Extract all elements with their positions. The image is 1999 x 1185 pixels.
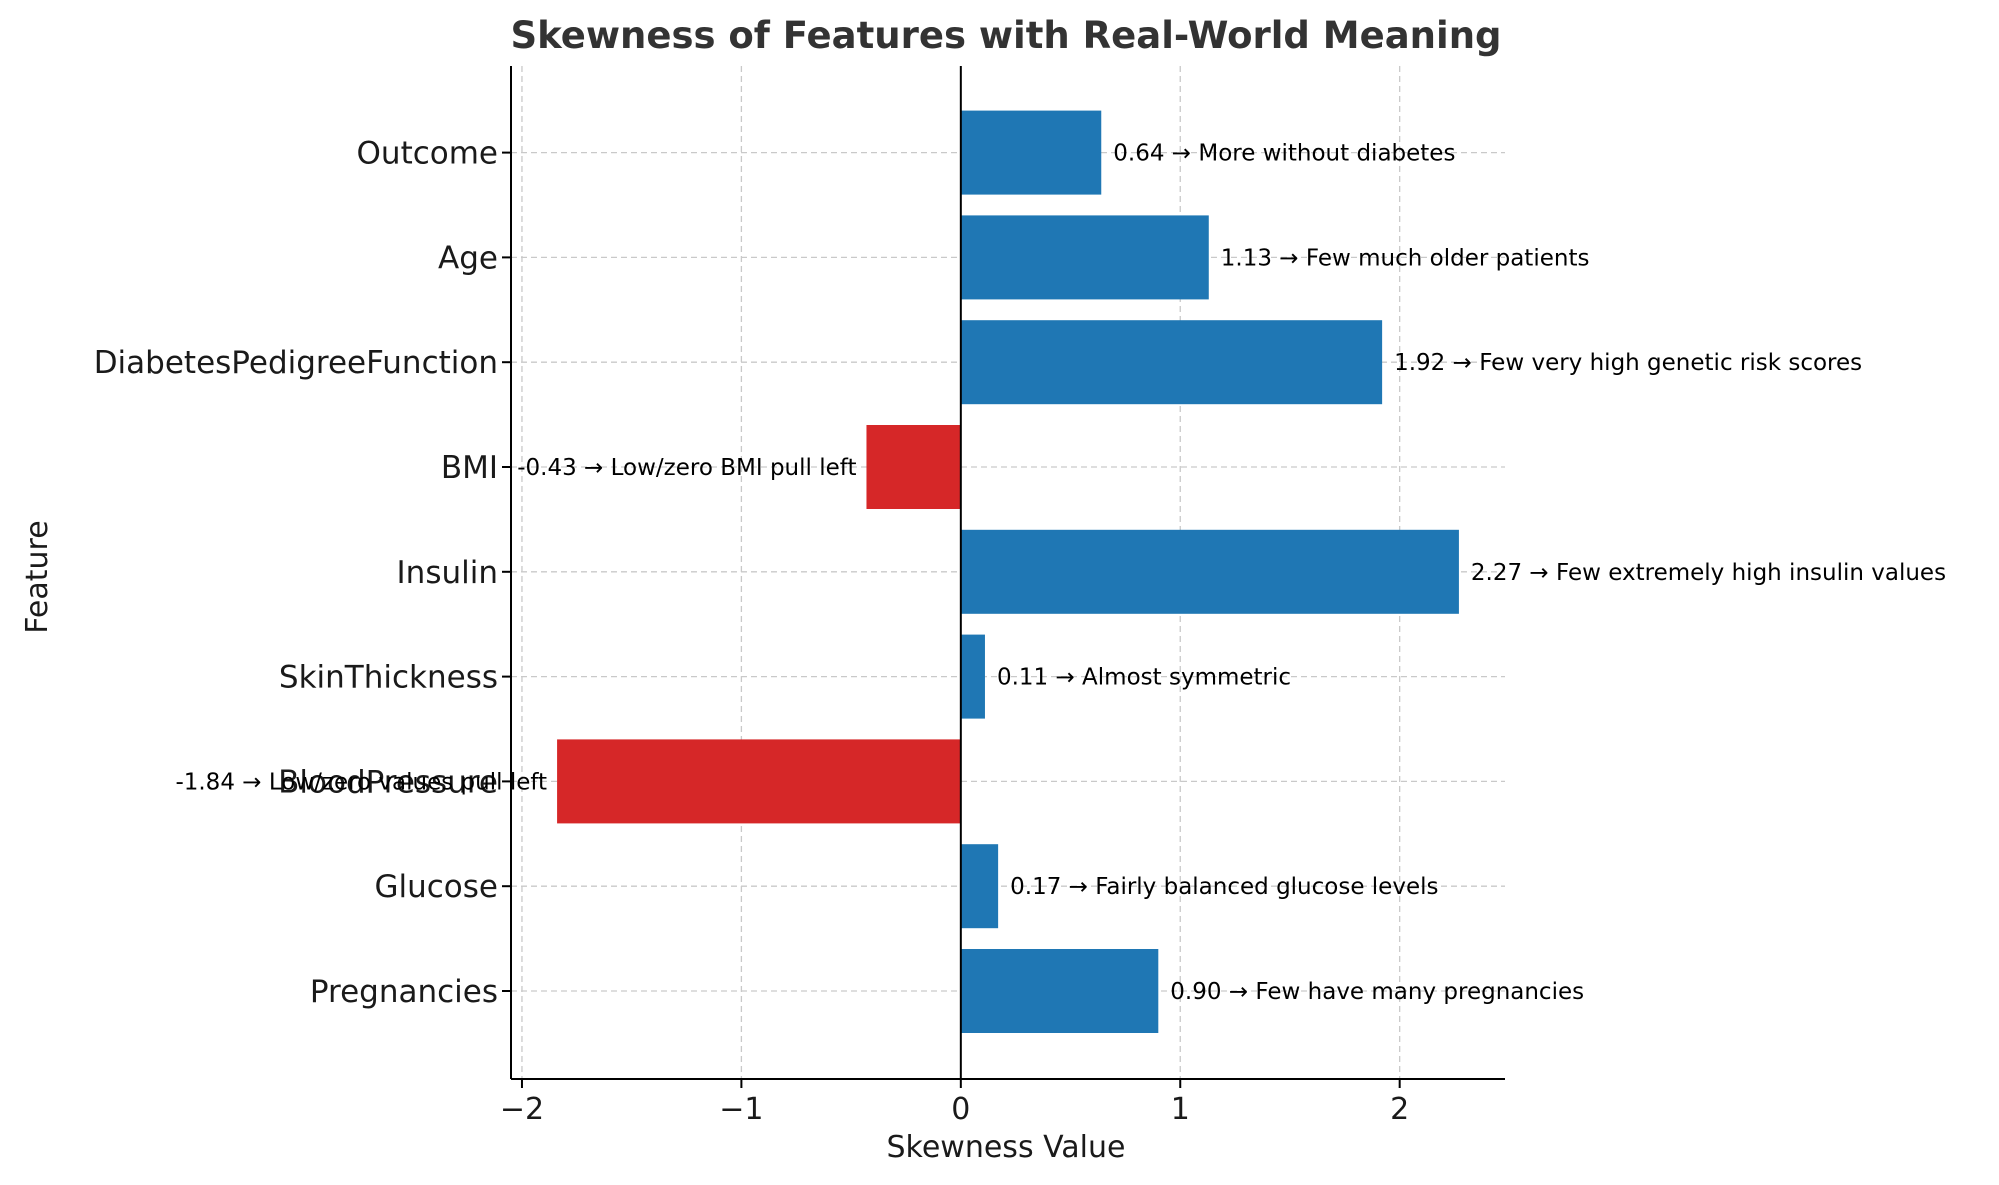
annotation-pregnancies: 0.90 → Few have many pregnancies bbox=[1170, 979, 1584, 1005]
bar-glucose bbox=[960, 844, 999, 929]
bar-pregnancies bbox=[960, 949, 1159, 1033]
bar-insulin bbox=[960, 529, 1459, 614]
annotation-diabetespedigreefunction: 1.92 → Few very high genetic risk scores bbox=[1394, 350, 1862, 376]
bars-layer bbox=[557, 110, 1459, 1033]
bar-diabetespedigreefunction bbox=[960, 320, 1383, 405]
annotation-age: 1.13 → Few much older patients bbox=[1221, 245, 1590, 271]
y-tick-label: SkinThickness bbox=[279, 660, 498, 696]
axes-layer: −2 −1 0 1 2 Pregnancies Glucose BloodPressure Sk… bbox=[94, 66, 1505, 1127]
annotation-outcome: 0.64 → More without diabetes bbox=[1113, 141, 1455, 167]
y-tick-label: Pregnancies bbox=[310, 974, 498, 1010]
bar-bloodpressure bbox=[557, 739, 961, 824]
x-tick-label: −2 bbox=[500, 1092, 544, 1127]
x-tick-label: 2 bbox=[1390, 1092, 1409, 1127]
y-tick-label: BMI bbox=[441, 450, 498, 486]
bar-skinthickness bbox=[960, 634, 985, 719]
y-tick-label: Age bbox=[438, 240, 498, 276]
annotations-layer: 0.90 → Few have many pregnancies 0.17 → F… bbox=[175, 141, 1946, 1005]
y-tick-label: BloodPressure bbox=[278, 764, 498, 800]
chart-title: Skewness of Features with Real-World Mea… bbox=[510, 14, 1501, 57]
y-tick-label: Insulin bbox=[397, 555, 498, 591]
y-tick-label: Glucose bbox=[374, 869, 498, 905]
bar-outcome bbox=[960, 110, 1102, 195]
x-axis-label: Skewness Value bbox=[887, 1130, 1126, 1165]
bar-age bbox=[960, 215, 1209, 300]
annotation-insulin: 2.27 → Few extremely high insulin values bbox=[1471, 560, 1946, 586]
y-tick-label: DiabetesPedigreeFunction bbox=[94, 345, 498, 381]
x-tick-label: 0 bbox=[951, 1092, 970, 1127]
x-tick-label: 1 bbox=[1171, 1092, 1190, 1127]
annotation-skinthickness: 0.11 → Almost symmetric bbox=[997, 665, 1291, 691]
bar-bmi bbox=[866, 425, 961, 509]
annotation-bmi: -0.43 → Low/zero BMI pull left bbox=[517, 455, 856, 481]
x-tick-label: −1 bbox=[719, 1092, 763, 1127]
y-tick-label: Outcome bbox=[357, 136, 498, 172]
annotation-bloodpressure: -1.84 → Low/zero values pull left bbox=[175, 769, 547, 795]
annotation-glucose: 0.17 → Fairly balanced glucose levels bbox=[1010, 874, 1438, 900]
y-axis-label: Feature bbox=[20, 520, 55, 633]
